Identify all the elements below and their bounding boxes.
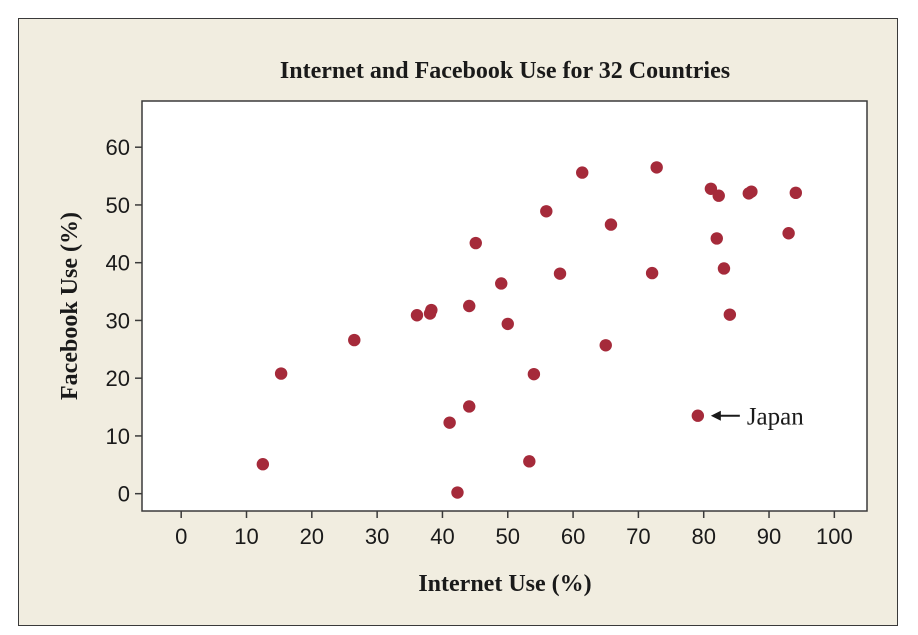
data-points [256,161,803,499]
x-tick-label: 60 [561,524,585,549]
x-tick-label: 10 [234,524,258,549]
x-tick-label: 0 [175,524,187,549]
data-point [789,186,803,200]
data-point [650,161,663,174]
plot-area [141,100,868,512]
data-point [463,400,476,413]
x-tick-label: 90 [757,524,781,549]
x-axis-label: Internet Use (%) [418,571,591,597]
annotation-label: Japan [747,404,804,431]
y-tick-label: 60 [106,135,130,160]
x-tick-label: 50 [496,524,520,549]
data-point [745,185,758,198]
chart-title: Internet and Facebook Use for 32 Countri… [280,58,730,84]
x-tick-label: 40 [430,524,454,549]
data-point [604,218,618,231]
data-point [712,189,725,202]
data-point [501,317,514,331]
data-point [348,333,361,347]
data-point [443,416,456,429]
arrow-left-icon [710,410,721,421]
x-tick-label: 80 [691,524,715,549]
data-point [599,339,612,352]
y-tick-label: 30 [106,308,130,333]
annotations: Japan [710,404,804,431]
data-point [710,232,723,245]
data-point [410,309,424,322]
y-tick-label: 40 [106,251,130,276]
data-point [527,367,541,381]
y-tick-label: 50 [106,193,130,218]
figure-panel: Internet and Facebook Use for 32 Countri… [18,18,898,626]
y-tick-label: 20 [106,366,130,391]
data-point [645,266,659,280]
data-point [495,277,508,290]
data-point [274,367,288,380]
x-tick-label: 70 [626,524,650,549]
x-tick-label: 100 [816,524,853,549]
data-point [469,236,482,250]
x-tick-label: 20 [300,524,324,549]
data-point [576,166,589,179]
data-point [540,205,553,218]
y-tick-label: 0 [118,482,130,507]
y-tick-label: 10 [106,424,130,449]
data-point [451,486,464,499]
data-point [463,299,476,313]
x-tick-label: 30 [365,524,389,549]
data-point [723,308,737,321]
data-point [717,262,731,275]
scatter-chart: Internet and Facebook Use for 32 Countri… [57,58,868,597]
y-axis-label: Facebook Use (%) [57,212,83,400]
data-point [553,267,567,280]
data-point [782,227,795,240]
data-point [425,303,438,317]
y-axis: 0 10 20 30 40 50 60 [106,135,142,507]
data-point [691,409,705,422]
x-axis: 0 10 20 30 40 50 60 70 80 90 100 [175,511,853,549]
data-point [256,458,270,471]
data-point [523,455,536,468]
